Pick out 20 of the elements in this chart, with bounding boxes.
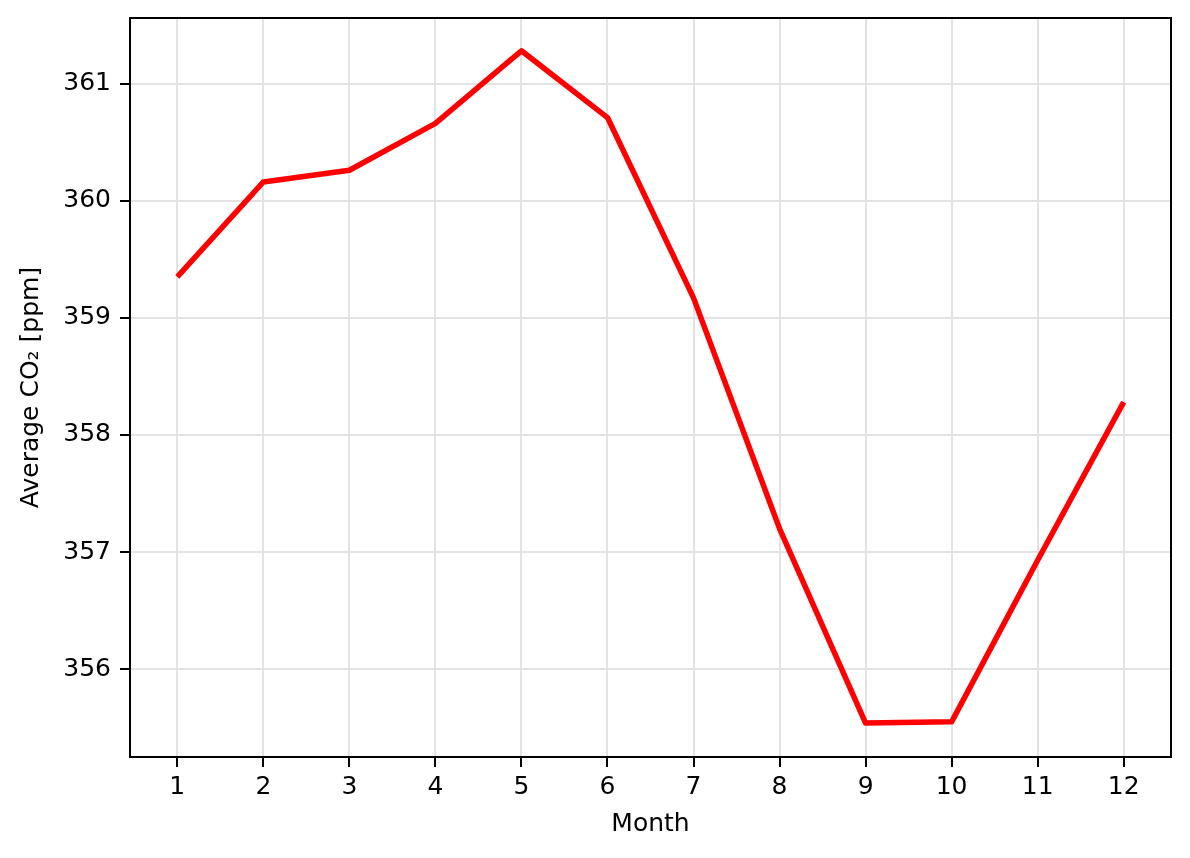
- x-tick-label: 1: [169, 770, 186, 800]
- x-tick-label: 9: [857, 770, 874, 800]
- x-tick-label: 12: [1107, 770, 1140, 800]
- y-tick-label: 356: [63, 652, 111, 682]
- x-tick-label: 8: [771, 770, 788, 800]
- x-tick-label: 3: [341, 770, 358, 800]
- x-tick-label: 7: [685, 770, 702, 800]
- x-tick-label: 11: [1021, 770, 1054, 800]
- y-tick-label: 359: [63, 301, 111, 331]
- y-tick-label: 361: [63, 67, 111, 97]
- x-tick-label: 5: [513, 770, 530, 800]
- x-tick-label: 2: [255, 770, 272, 800]
- x-tick-label: 6: [599, 770, 616, 800]
- x-tick-label: 4: [427, 770, 444, 800]
- y-tick-label: 358: [63, 418, 111, 448]
- y-axis-title: Average CO₂ [ppm]: [14, 266, 44, 509]
- y-tick-label: 357: [63, 535, 111, 565]
- x-axis-title: Month: [611, 807, 690, 837]
- y-tick-label: 360: [63, 184, 111, 214]
- x-tick-label: 10: [935, 770, 968, 800]
